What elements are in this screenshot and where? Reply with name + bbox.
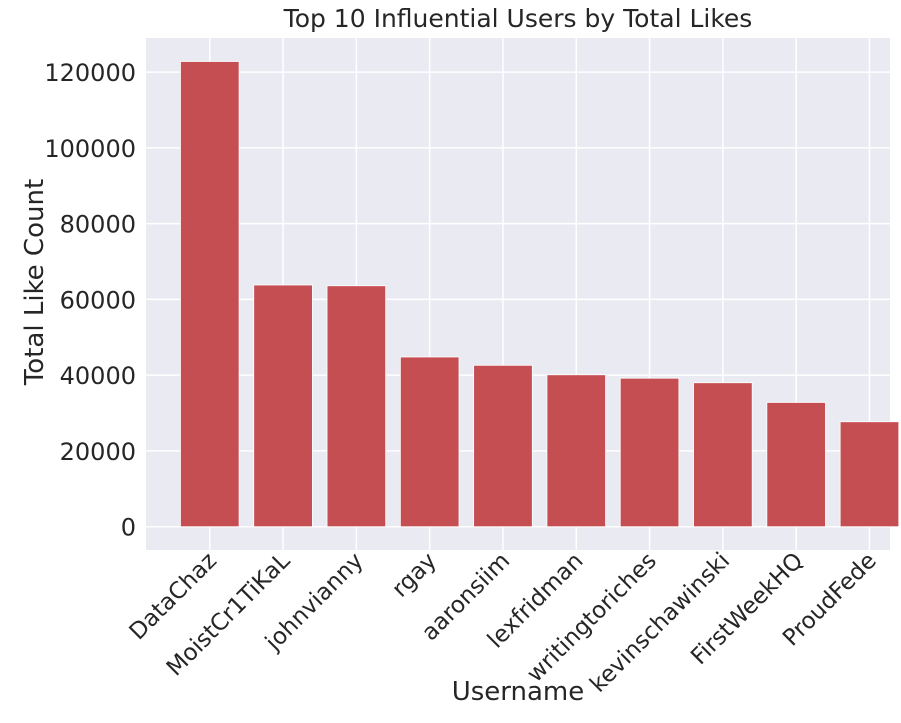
x-tick-label: kevinschawinski — [585, 548, 735, 698]
x-tick-label: rgay — [387, 548, 442, 603]
y-tick-label: 60000 — [60, 286, 136, 314]
bars — [180, 61, 900, 528]
x-tick-label: writingtoriches — [522, 548, 662, 688]
bar-FirstWeekHQ — [766, 402, 826, 528]
y-tick-label: 0 — [121, 514, 136, 542]
x-tick-label: MoistCr1TiKaL — [162, 548, 296, 682]
bar-DataChaz — [180, 61, 240, 528]
bar-ProudFede — [839, 421, 900, 528]
y-tick-labels: 0 20000 40000 60000 80000 100000 120000 — [44, 59, 136, 542]
bar-lexfridman — [546, 374, 606, 528]
bar-johnvianny — [326, 285, 387, 528]
chart-title: Top 10 Influential Users by Total Likes — [283, 4, 753, 33]
y-tick-label: 120000 — [44, 59, 136, 87]
bar-rgay — [399, 356, 460, 528]
bar-kevinschawinski — [693, 382, 753, 528]
bar-aaronsiim — [473, 364, 533, 528]
y-tick-label: 40000 — [60, 362, 136, 390]
bar-MoistCr1TiKaL — [253, 284, 313, 528]
bar-writingtoriches — [619, 377, 680, 528]
y-tick-label: 20000 — [60, 438, 136, 466]
x-axis-label: Username — [452, 677, 585, 707]
y-axis-label: Total Like Count — [20, 179, 50, 386]
y-tick-label: 100000 — [44, 135, 136, 163]
y-tick-label: 80000 — [60, 211, 136, 239]
